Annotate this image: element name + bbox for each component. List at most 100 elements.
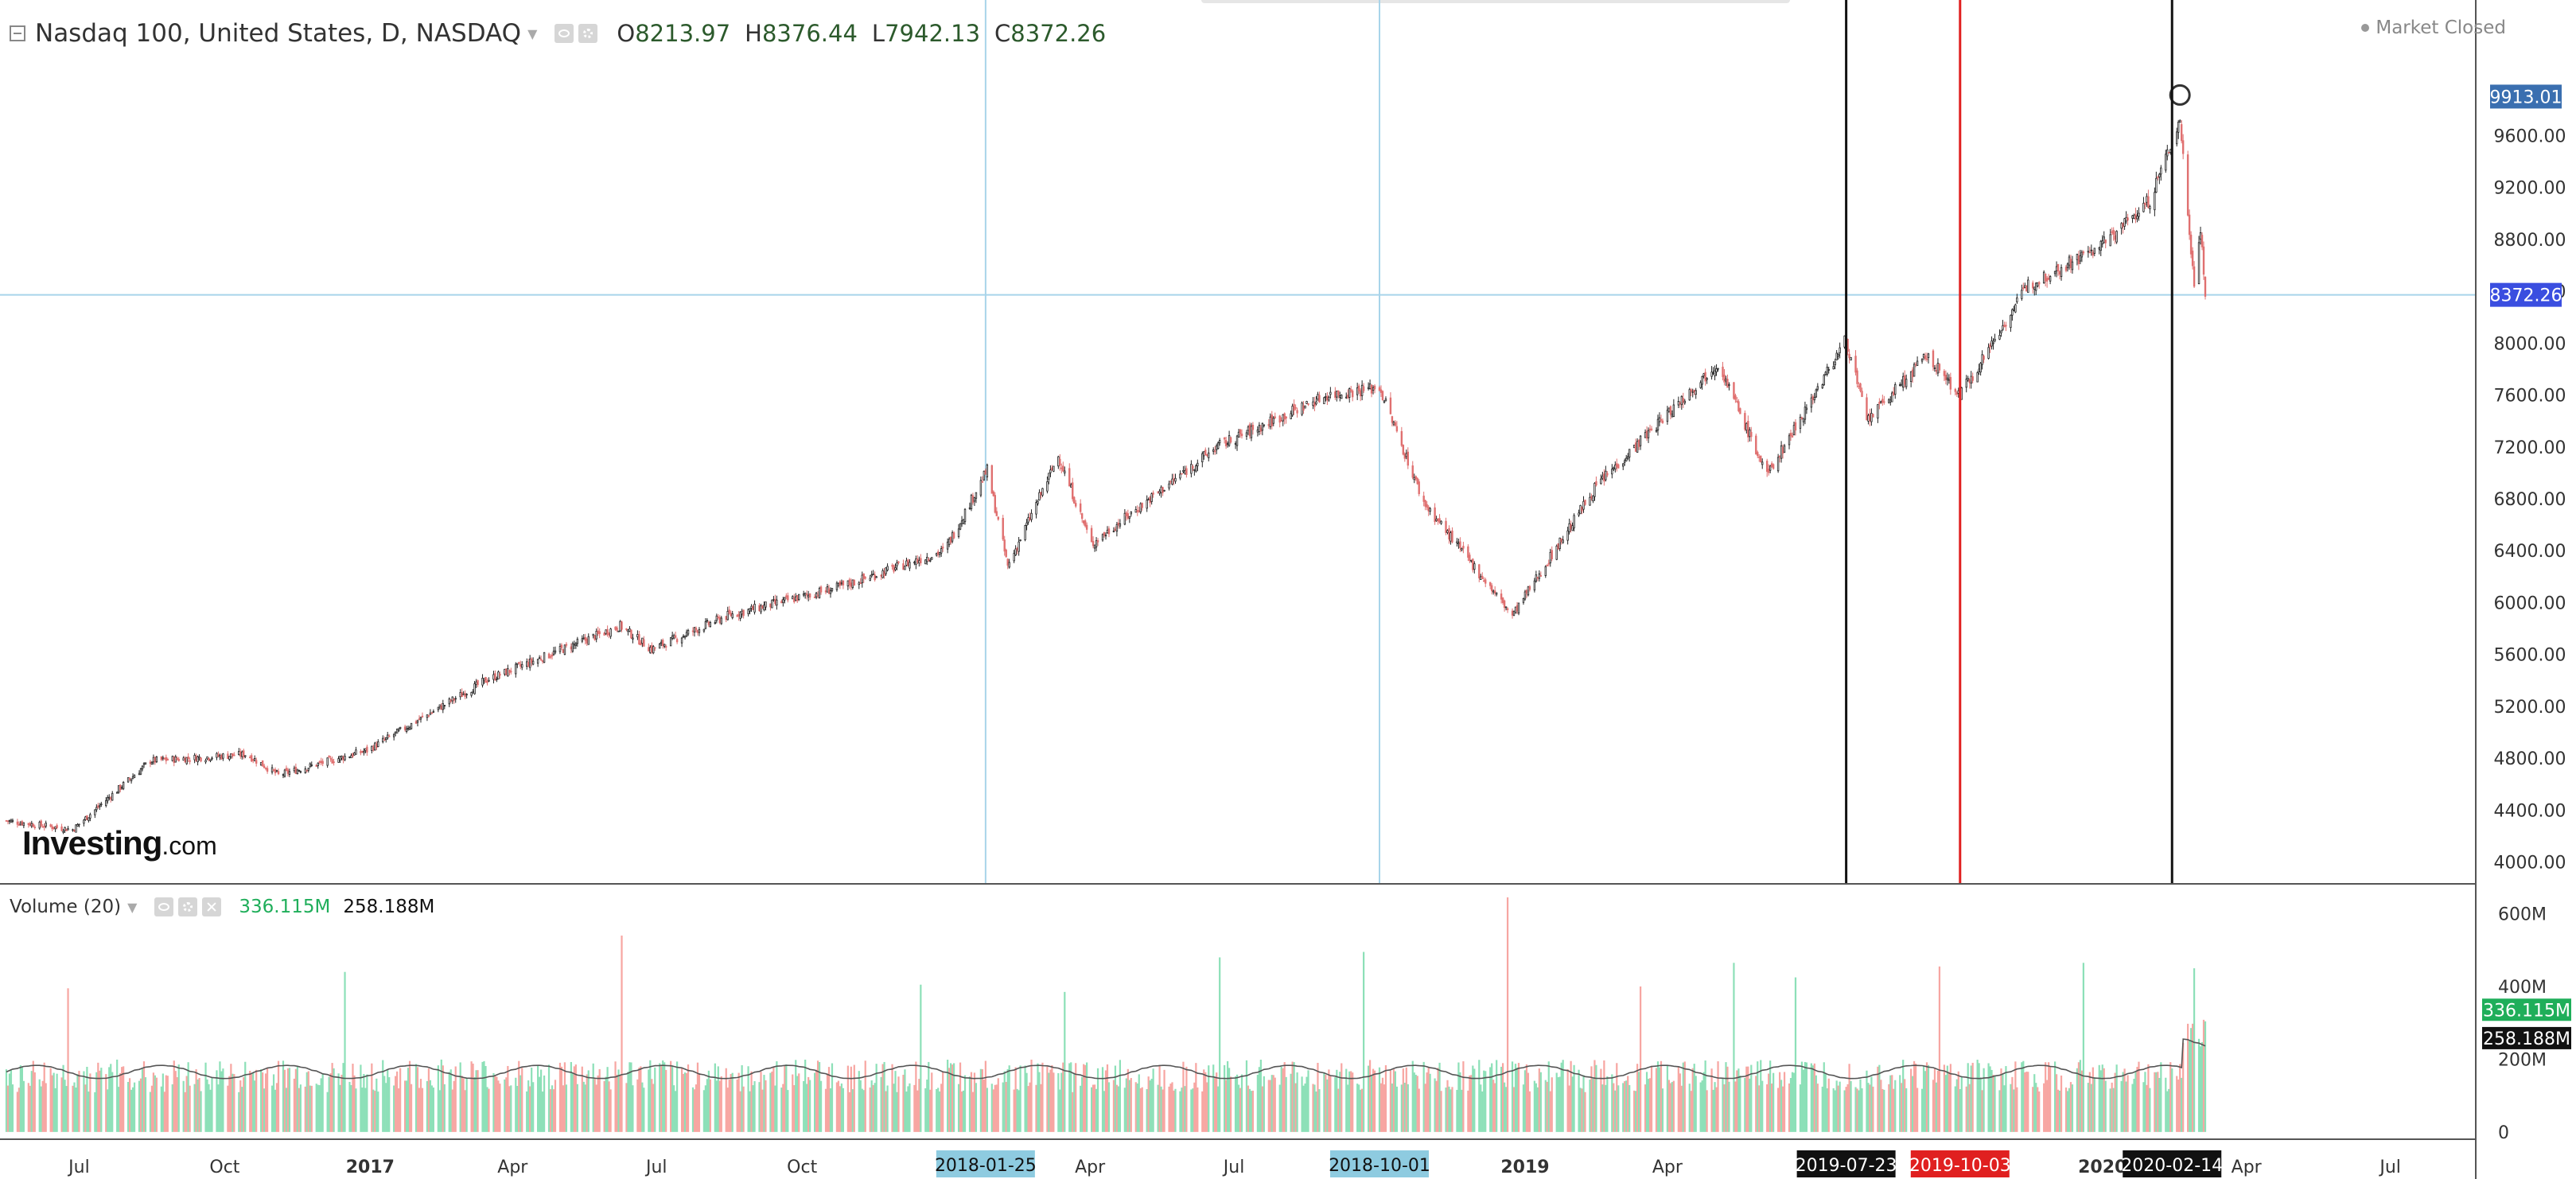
candle-body bbox=[274, 768, 277, 774]
candle-body bbox=[2049, 276, 2052, 282]
volume-bar bbox=[2013, 1089, 2015, 1132]
volume-bar bbox=[2160, 1062, 2162, 1132]
volume-bar bbox=[963, 1075, 967, 1132]
candle-body bbox=[971, 495, 975, 503]
volume-bar bbox=[382, 1060, 384, 1132]
volume-bar bbox=[926, 1079, 928, 1132]
candle-body bbox=[2180, 124, 2183, 142]
candle-body bbox=[1234, 443, 1237, 445]
chevron-down-icon[interactable]: ▼ bbox=[527, 25, 538, 41]
candle-body bbox=[1270, 414, 1273, 426]
eye-icon[interactable] bbox=[154, 897, 174, 916]
candle-body bbox=[1935, 370, 1938, 372]
volume-bar bbox=[2077, 1062, 2080, 1132]
volume-bar bbox=[654, 1067, 656, 1132]
investing-logo[interactable]: Investing.com bbox=[22, 824, 217, 862]
volume-bar bbox=[970, 1072, 973, 1132]
symbol-title[interactable]: Nasdaq 100, United States, D, NASDAQ bbox=[35, 19, 522, 48]
eye-icon[interactable] bbox=[555, 24, 574, 43]
volume-bar bbox=[1987, 1063, 1990, 1132]
candle-body bbox=[442, 703, 445, 710]
candle-body bbox=[894, 567, 897, 570]
volume-bar bbox=[1932, 1080, 1935, 1132]
volume-bar bbox=[1206, 1082, 1208, 1132]
volume-bar bbox=[1804, 1061, 1807, 1132]
candle-body bbox=[1134, 509, 1137, 513]
volume-bar bbox=[1990, 1069, 1993, 1132]
candle-body bbox=[1589, 496, 1591, 506]
volume-bar bbox=[776, 1061, 778, 1132]
volume-bar bbox=[2193, 968, 2196, 1132]
volume-bar bbox=[565, 1084, 568, 1132]
volume-bar bbox=[1614, 1090, 1617, 1132]
candle-body bbox=[875, 576, 877, 578]
volume-bar bbox=[1473, 1068, 1476, 1132]
candle-body bbox=[307, 767, 309, 771]
volume-ma-tag: 258.188M bbox=[2483, 1029, 2570, 1049]
candle-body bbox=[421, 715, 424, 718]
volume-title[interactable]: Volume (20) bbox=[10, 897, 122, 917]
candle-body bbox=[1483, 580, 1485, 582]
chevron-down-icon[interactable]: ▼ bbox=[127, 899, 138, 915]
volume-bar bbox=[1813, 1063, 1815, 1132]
volume-bar bbox=[399, 1068, 402, 1132]
candle-body bbox=[195, 755, 197, 762]
candle-body bbox=[2033, 286, 2036, 290]
volume-bar bbox=[1647, 1079, 1650, 1132]
volume-bar bbox=[763, 1075, 765, 1132]
candle-body bbox=[1285, 416, 1287, 418]
candle-body bbox=[1710, 372, 1713, 377]
volume-bar bbox=[1480, 1084, 1482, 1132]
volume-bar bbox=[1527, 1072, 1530, 1132]
candle-body bbox=[473, 683, 476, 695]
date-tag-bg bbox=[1910, 1150, 2010, 1177]
collapse-icon[interactable] bbox=[10, 25, 25, 41]
candle-body bbox=[453, 698, 455, 701]
candle-body bbox=[761, 605, 764, 609]
volume-bar bbox=[1046, 1066, 1049, 1132]
candle-body bbox=[2005, 325, 2007, 327]
close-icon[interactable] bbox=[202, 897, 222, 916]
volume-bar bbox=[1914, 1063, 1917, 1132]
candle-body bbox=[383, 739, 386, 741]
volume-bar bbox=[252, 1072, 255, 1132]
gear-icon[interactable] bbox=[178, 897, 198, 916]
volume-bar bbox=[1060, 1072, 1063, 1132]
candle-body bbox=[320, 761, 322, 764]
volume-bar bbox=[1744, 1078, 1746, 1132]
candle-body bbox=[1603, 473, 1605, 482]
volume-bar bbox=[88, 1091, 90, 1132]
volume-bar bbox=[1112, 1080, 1115, 1132]
volume-bar bbox=[1533, 1080, 1535, 1132]
volume-bar bbox=[2158, 1077, 2161, 1132]
volume-bar bbox=[387, 1069, 389, 1132]
candle-body bbox=[1296, 410, 1298, 414]
volume-bar bbox=[1250, 1091, 1253, 1132]
candle-body bbox=[929, 560, 932, 562]
gear-icon[interactable] bbox=[578, 24, 598, 43]
volume-bar bbox=[1715, 1087, 1718, 1132]
volume-bar bbox=[461, 1076, 463, 1132]
volume-bar bbox=[858, 1071, 860, 1132]
volume-bar bbox=[652, 1084, 655, 1132]
candle-body bbox=[1503, 600, 1506, 609]
volume-bar bbox=[747, 1066, 749, 1132]
volume-bar bbox=[1185, 1066, 1188, 1132]
candle-body bbox=[802, 593, 805, 596]
volume-bar bbox=[496, 1076, 498, 1132]
candle-body bbox=[249, 757, 251, 759]
volume-bar bbox=[298, 1088, 300, 1132]
candle-body bbox=[1699, 382, 1702, 388]
volume-bar bbox=[184, 1091, 186, 1132]
candle-body bbox=[1592, 495, 1594, 501]
candle-body bbox=[652, 646, 655, 654]
volume-bar bbox=[21, 1067, 23, 1132]
candle-body bbox=[981, 481, 984, 483]
candle-body bbox=[1905, 379, 1908, 387]
candle-body bbox=[176, 757, 178, 760]
volume-bar bbox=[195, 1069, 197, 1132]
volume-bar bbox=[1462, 1061, 1465, 1132]
candle-body bbox=[979, 480, 983, 496]
volume-bar bbox=[1282, 1068, 1284, 1132]
